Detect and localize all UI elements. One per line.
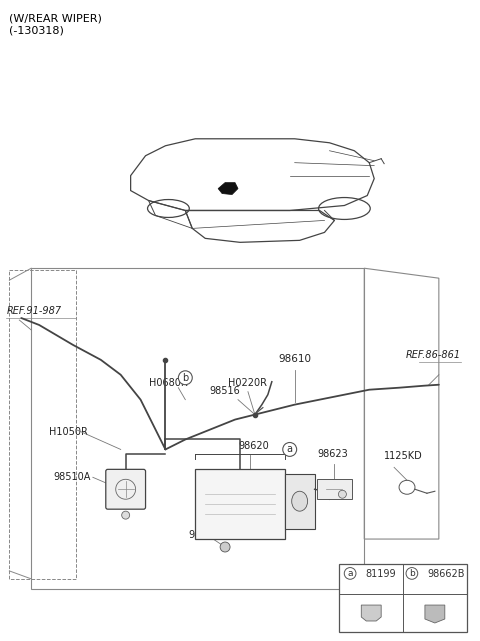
Text: 98510A: 98510A [53, 472, 90, 482]
Polygon shape [425, 605, 445, 623]
Ellipse shape [338, 490, 347, 498]
Text: REF.91-987: REF.91-987 [6, 306, 61, 316]
Text: REF.86-861: REF.86-861 [406, 350, 461, 360]
Text: a: a [287, 444, 293, 454]
Text: 98610: 98610 [278, 354, 311, 364]
Text: (W/REAR WIPER): (W/REAR WIPER) [9, 13, 102, 23]
Bar [339, 564, 467, 631]
Bar [195, 469, 285, 539]
Ellipse shape [220, 542, 230, 552]
Text: H0220R: H0220R [228, 378, 267, 388]
Text: b: b [409, 569, 415, 578]
Bar [285, 474, 314, 529]
Text: (-130318): (-130318) [9, 25, 64, 35]
Polygon shape [218, 183, 238, 195]
Text: H1050R: H1050R [49, 426, 88, 437]
Text: 81199: 81199 [365, 569, 396, 579]
Polygon shape [361, 605, 381, 621]
Text: 98662B: 98662B [427, 569, 465, 579]
Text: a: a [348, 569, 353, 578]
Ellipse shape [122, 511, 130, 519]
Bar [316, 479, 352, 499]
FancyBboxPatch shape [106, 469, 145, 509]
Text: H0680R: H0680R [148, 378, 187, 388]
Text: 98620: 98620 [238, 442, 269, 451]
Text: 98516: 98516 [210, 386, 240, 395]
Ellipse shape [292, 491, 308, 511]
Text: 1125KD: 1125KD [384, 451, 423, 462]
Text: b: b [182, 373, 189, 383]
Text: 98622: 98622 [188, 530, 219, 540]
Text: 98623: 98623 [318, 449, 348, 460]
